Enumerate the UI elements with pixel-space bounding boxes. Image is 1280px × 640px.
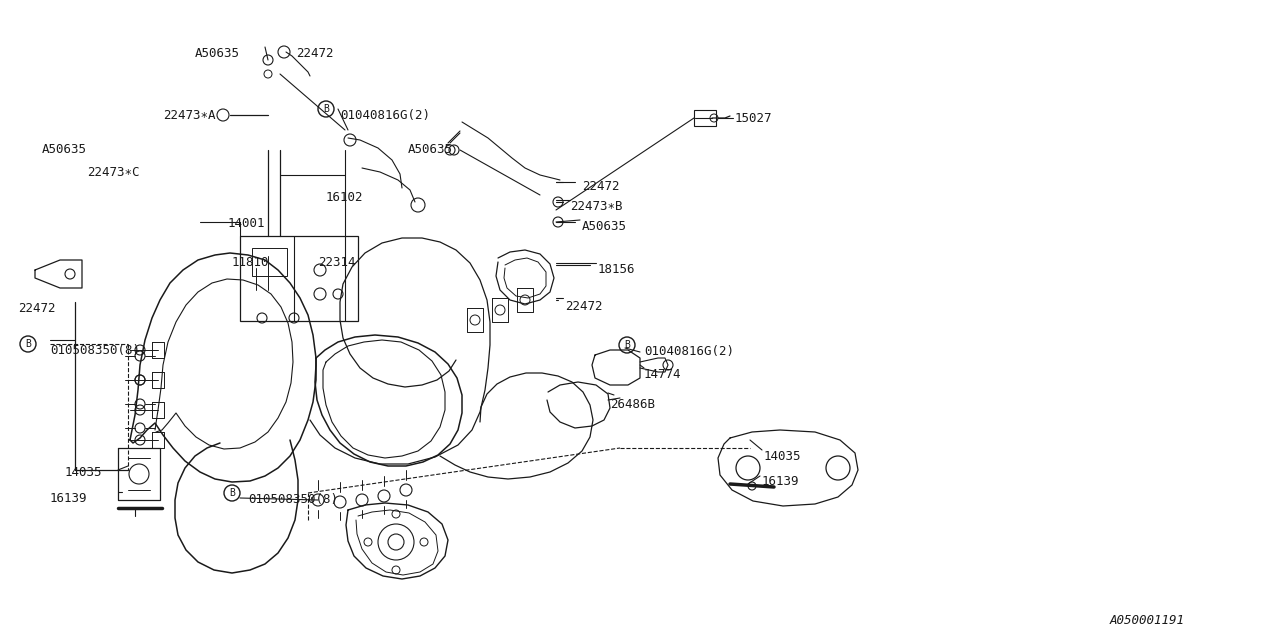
Text: A050001191: A050001191 <box>1110 614 1185 627</box>
Text: 01040816G(2): 01040816G(2) <box>644 345 733 358</box>
Bar <box>241 236 358 321</box>
Text: 14035: 14035 <box>764 450 801 463</box>
Text: 11810: 11810 <box>232 256 270 269</box>
Bar <box>252 248 287 276</box>
Text: 010508350(8): 010508350(8) <box>248 493 338 506</box>
Text: 22473∗A: 22473∗A <box>163 109 215 122</box>
Text: B: B <box>229 488 236 498</box>
Text: 16139: 16139 <box>762 475 800 488</box>
Text: A50635: A50635 <box>582 220 627 233</box>
Text: 010508350(8): 010508350(8) <box>50 344 140 357</box>
Bar <box>694 110 716 126</box>
Text: 22472: 22472 <box>296 47 334 60</box>
Text: 14001: 14001 <box>228 217 265 230</box>
Text: 01040816G(2): 01040816G(2) <box>340 109 430 122</box>
Text: 22314: 22314 <box>317 256 356 269</box>
Text: A50635: A50635 <box>195 47 241 60</box>
Text: 22472: 22472 <box>18 302 55 315</box>
Text: 26486B: 26486B <box>611 398 655 411</box>
Text: A50635: A50635 <box>408 143 453 156</box>
Text: 22473∗C: 22473∗C <box>87 166 140 179</box>
Text: 18156: 18156 <box>598 263 635 276</box>
Text: 22473∗B: 22473∗B <box>570 200 622 213</box>
Text: 14035: 14035 <box>65 466 102 479</box>
Text: 16102: 16102 <box>326 191 364 204</box>
Text: 14774: 14774 <box>644 368 681 381</box>
Text: 22472: 22472 <box>564 300 603 313</box>
Text: B: B <box>26 339 31 349</box>
Text: A50635: A50635 <box>42 143 87 156</box>
Text: 16139: 16139 <box>50 492 87 505</box>
Text: 22472: 22472 <box>582 180 620 193</box>
Text: 15027: 15027 <box>735 112 773 125</box>
Text: B: B <box>323 104 329 114</box>
Text: B: B <box>625 340 630 350</box>
